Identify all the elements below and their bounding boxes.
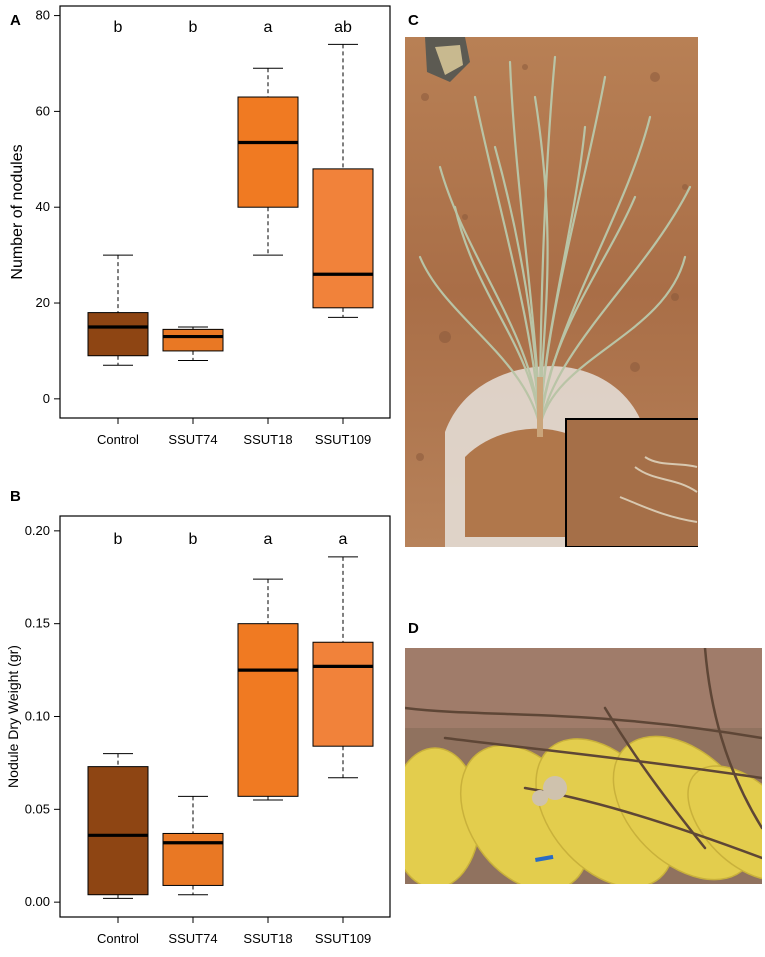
- plant-photo-drawing: [405, 37, 698, 547]
- x-tick-label: SSUT109: [315, 432, 371, 447]
- x-tick-label: SSUT18: [243, 931, 292, 946]
- y-tick-label: 0.15: [25, 616, 50, 631]
- y-tick-label: 0.20: [25, 523, 50, 538]
- panel-label-b: B: [10, 488, 21, 505]
- y-tick-label: 60: [36, 103, 50, 118]
- significance-letter: ab: [334, 19, 352, 36]
- significance-letter: a: [264, 19, 273, 36]
- panel-label-a: A: [10, 12, 21, 29]
- x-tick-label: SSUT109: [315, 931, 371, 946]
- box-ssut18: [237, 96, 299, 208]
- plot-frame: [59, 5, 391, 419]
- plant-photo: [405, 37, 698, 547]
- x-tick-label: Control: [97, 432, 139, 447]
- y-tick-label: 80: [36, 8, 50, 23]
- y-axis-label: Nodule Dry Weight (gr): [5, 645, 21, 788]
- root-nodules-photo: [405, 648, 762, 884]
- box-ssut74: [162, 328, 224, 352]
- box-ssut18: [237, 623, 299, 797]
- panel-label-d: D: [408, 620, 419, 637]
- y-tick-label: 0: [43, 391, 50, 406]
- x-tick-label: SSUT74: [168, 432, 217, 447]
- x-tick-label: SSUT18: [243, 432, 292, 447]
- significance-letter: a: [264, 531, 273, 548]
- y-tick-label: 20: [36, 295, 50, 310]
- y-tick-label: 40: [36, 199, 50, 214]
- x-tick-label: Control: [97, 931, 139, 946]
- significance-letter: b: [189, 19, 198, 36]
- x-tick-label: SSUT74: [168, 931, 217, 946]
- chart-b-nodule-dry-weight: 0.00 0.05 0.10 0.15 0.20 Nodule Dry Weight (g…: [5, 515, 391, 946]
- chart-a-nodule-count: 0 20 40 60 80 Number of nodules b Control b SSUT7…: [9, 5, 391, 447]
- y-tick-label: 0.05: [25, 801, 50, 816]
- root-nodules-drawing: [405, 648, 762, 884]
- significance-letter: b: [114, 19, 123, 36]
- box-ssut109: [312, 641, 374, 747]
- box-ssut109: [312, 168, 374, 309]
- significance-letter: b: [114, 531, 123, 548]
- y-axis-label: Number of nodules: [9, 144, 26, 279]
- panel-label-c: C: [408, 12, 419, 29]
- y-tick-label: 0.10: [25, 709, 50, 724]
- significance-letter: b: [189, 531, 198, 548]
- box-control: [87, 312, 149, 357]
- significance-letter: a: [339, 531, 348, 548]
- box-control: [87, 766, 149, 896]
- y-tick-label: 0.00: [25, 894, 50, 909]
